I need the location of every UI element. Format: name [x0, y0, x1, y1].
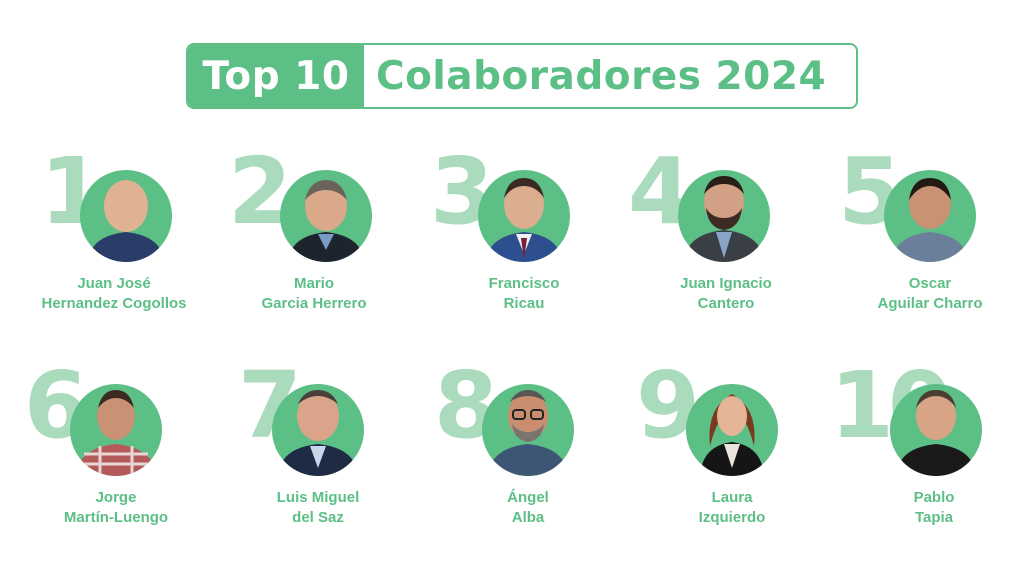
- avatar: [678, 170, 770, 262]
- collaborator-card-1: 1 Juan José Hernandez Cogollos: [14, 146, 214, 350]
- avatar: [70, 384, 162, 476]
- title-banner: Top 10 Colaboradores 2024: [186, 43, 858, 109]
- person-photo-icon: [892, 178, 968, 262]
- collaborator-name: Francisco Ricau: [488, 275, 560, 312]
- person-photo-icon: [700, 394, 764, 476]
- rank-number: 2: [228, 138, 292, 245]
- collaborator-card-7: 7 Luis Miguel del Saz: [218, 360, 418, 564]
- collaborator-name: Ángel Alba: [507, 489, 549, 526]
- collaborator-card-10: 10 Pablo Tapia: [830, 360, 1024, 564]
- avatar: [890, 384, 982, 476]
- person-photo-icon: [684, 176, 764, 262]
- avatar: [478, 170, 570, 262]
- person-photo-icon: [88, 180, 164, 262]
- collaborator-name: Pablo Tapia: [913, 489, 955, 526]
- person-photo-icon: [278, 390, 358, 476]
- title-top10: Top 10: [188, 45, 364, 107]
- collaborator-name: Juan José Hernandez Cogollos: [41, 275, 187, 312]
- collaborator-name: Mario Garcia Herrero: [261, 275, 367, 312]
- collaborator-name: Jorge Martín-Luengo: [63, 489, 169, 526]
- avatar: [482, 384, 574, 476]
- collaborator-name: Oscar Aguilar Charro: [877, 275, 983, 312]
- collaborator-name: Juan Ignacio Cantero: [680, 275, 772, 312]
- collaborator-name: Luis Miguel del Saz: [276, 489, 360, 526]
- person-photo-icon: [288, 180, 364, 262]
- collaborator-card-8: 8 Ángel Alba: [428, 360, 628, 564]
- avatar: [884, 170, 976, 262]
- avatar: [280, 170, 372, 262]
- collaborator-card-9: 9 Laura Izquierdo: [632, 360, 832, 564]
- person-photo-icon: [76, 390, 156, 476]
- collaborator-card-6: 6 Jorge Martín-Luengo: [16, 360, 216, 564]
- collaborator-card-5: 5 Oscar Aguilar Charro: [830, 146, 1024, 350]
- collaborator-card-2: 2 Mario Garcia Herrero: [214, 146, 414, 350]
- avatar: [272, 384, 364, 476]
- person-photo-icon: [896, 390, 976, 476]
- collaborator-name: Laura Izquierdo: [698, 489, 766, 526]
- person-photo-icon: [488, 390, 568, 476]
- person-photo-icon: [486, 178, 562, 262]
- avatar: [686, 384, 778, 476]
- collaborator-card-4: 4 Juan Ignacio Cantero: [626, 146, 826, 350]
- rank-number: 4: [628, 138, 692, 245]
- avatar: [80, 170, 172, 262]
- collaborator-card-3: 3 Francisco Ricau: [424, 146, 624, 350]
- rank-number: 9: [636, 352, 700, 459]
- title-collaborators: Colaboradores 2024: [376, 53, 827, 99]
